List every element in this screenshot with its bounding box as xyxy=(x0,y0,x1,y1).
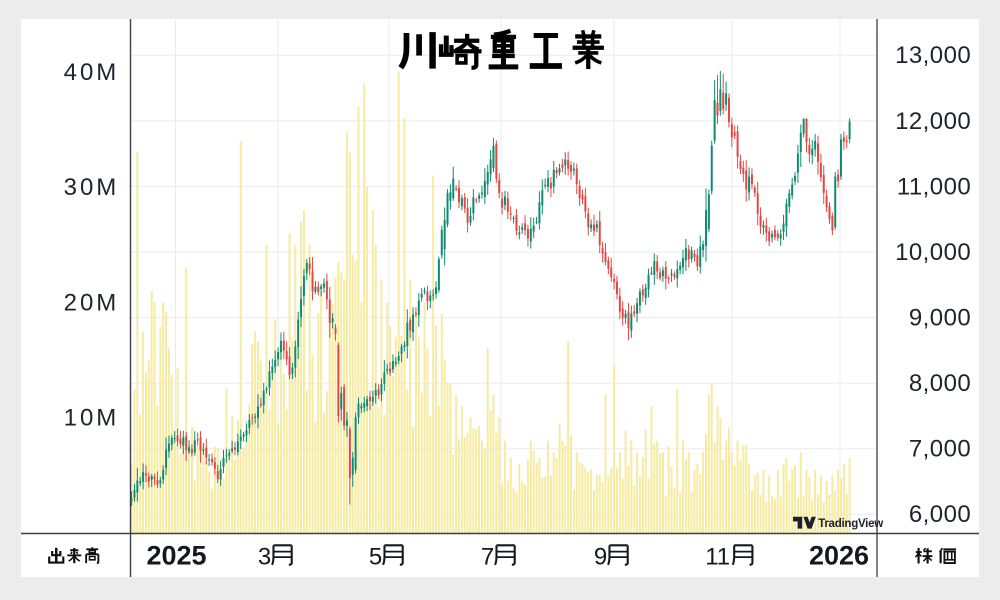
svg-text:30M: 30M xyxy=(64,174,120,201)
svg-text:7,000: 7,000 xyxy=(909,436,971,463)
svg-text:9: 9 xyxy=(594,544,607,571)
svg-text:TradingView: TradingView xyxy=(818,518,883,530)
svg-text:6,000: 6,000 xyxy=(909,501,971,528)
svg-text:3: 3 xyxy=(258,544,271,571)
svg-text:9,000: 9,000 xyxy=(909,305,971,332)
svg-text:10,000: 10,000 xyxy=(895,239,971,266)
svg-text:11: 11 xyxy=(705,544,730,571)
svg-text:8,000: 8,000 xyxy=(909,370,971,397)
svg-text:11,000: 11,000 xyxy=(897,173,971,200)
svg-text:20M: 20M xyxy=(64,289,120,316)
svg-text:12,000: 12,000 xyxy=(895,108,971,135)
svg-text:2026: 2026 xyxy=(809,541,869,571)
svg-text:7: 7 xyxy=(481,544,494,571)
svg-text:13,000: 13,000 xyxy=(895,42,971,69)
svg-text:10M: 10M xyxy=(64,405,120,432)
svg-text:40M: 40M xyxy=(64,59,120,86)
svg-text:5: 5 xyxy=(369,544,382,571)
svg-text:2025: 2025 xyxy=(146,541,206,571)
